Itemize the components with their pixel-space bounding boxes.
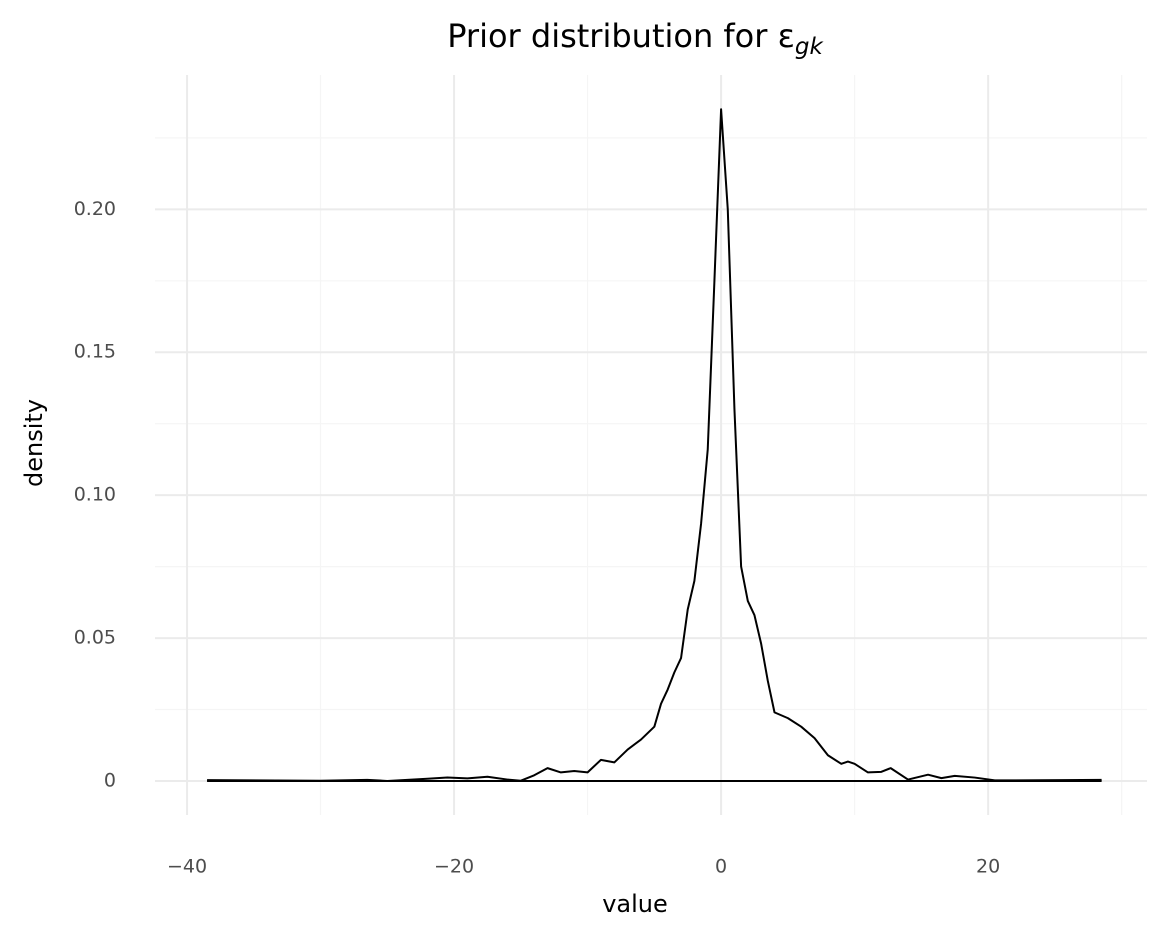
x-tick-label: 0 (715, 856, 727, 878)
x-axis-title: value (602, 890, 668, 918)
title-text: Prior distribution for ε (447, 17, 795, 55)
y-tick-label: 0 (104, 769, 116, 791)
x-tick-label: −20 (434, 856, 474, 878)
y-axis-title: density (20, 399, 48, 487)
y-tick-label: 0.20 (74, 198, 116, 220)
x-tick-label: −40 (167, 856, 207, 878)
y-tick-label: 0.05 (74, 627, 116, 649)
title-subscript: gk (795, 34, 825, 60)
density-curve (207, 108, 1102, 782)
chart-title: Prior distribution for εgk (447, 17, 824, 60)
x-tick-label: 20 (976, 856, 1000, 878)
y-tick-label: 0.10 (74, 484, 116, 506)
y-tick-label: 0.15 (74, 341, 116, 363)
